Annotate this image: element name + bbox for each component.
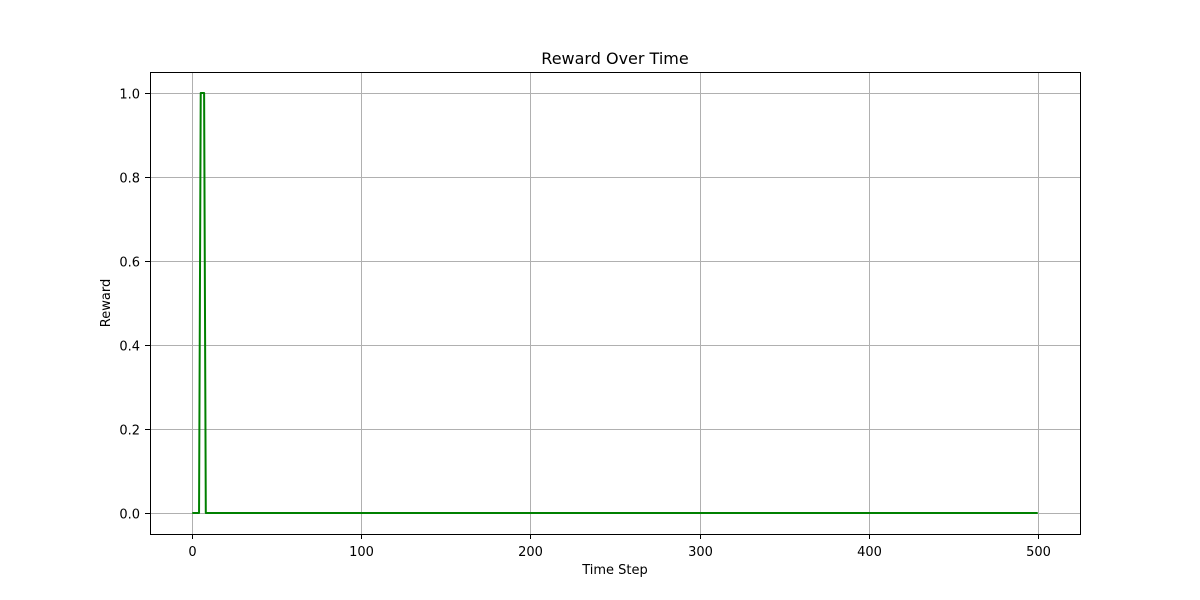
y-tick-label: 0.6 — [119, 256, 140, 271]
chart-title: Reward Over Time — [541, 49, 688, 68]
y-axis-label: Reward — [99, 279, 114, 327]
y-tick-label: 0.2 — [119, 424, 140, 439]
x-tick-label: 100 — [349, 545, 374, 560]
x-tick-label: 400 — [857, 545, 882, 560]
y-tick-label: 1.0 — [119, 88, 140, 103]
y-tick-label: 0.4 — [119, 340, 140, 355]
x-tick-label: 500 — [1026, 545, 1051, 560]
x-tick-label: 0 — [188, 545, 196, 560]
plot-frame — [150, 72, 1081, 535]
x-tick-label: 300 — [688, 545, 713, 560]
series-line-reward — [192, 92, 1038, 514]
y-tick-label: 0.8 — [119, 172, 140, 187]
x-axis-label: Time Step — [581, 563, 648, 578]
x-tick-label: 200 — [518, 545, 543, 560]
ticks: 0 100 200 300 400 500 0.0 0.2 0.4 0.6 0.8 1.0 — [119, 88, 1051, 561]
y-tick-label: 0.0 — [119, 508, 140, 523]
series-layer — [192, 92, 1038, 514]
